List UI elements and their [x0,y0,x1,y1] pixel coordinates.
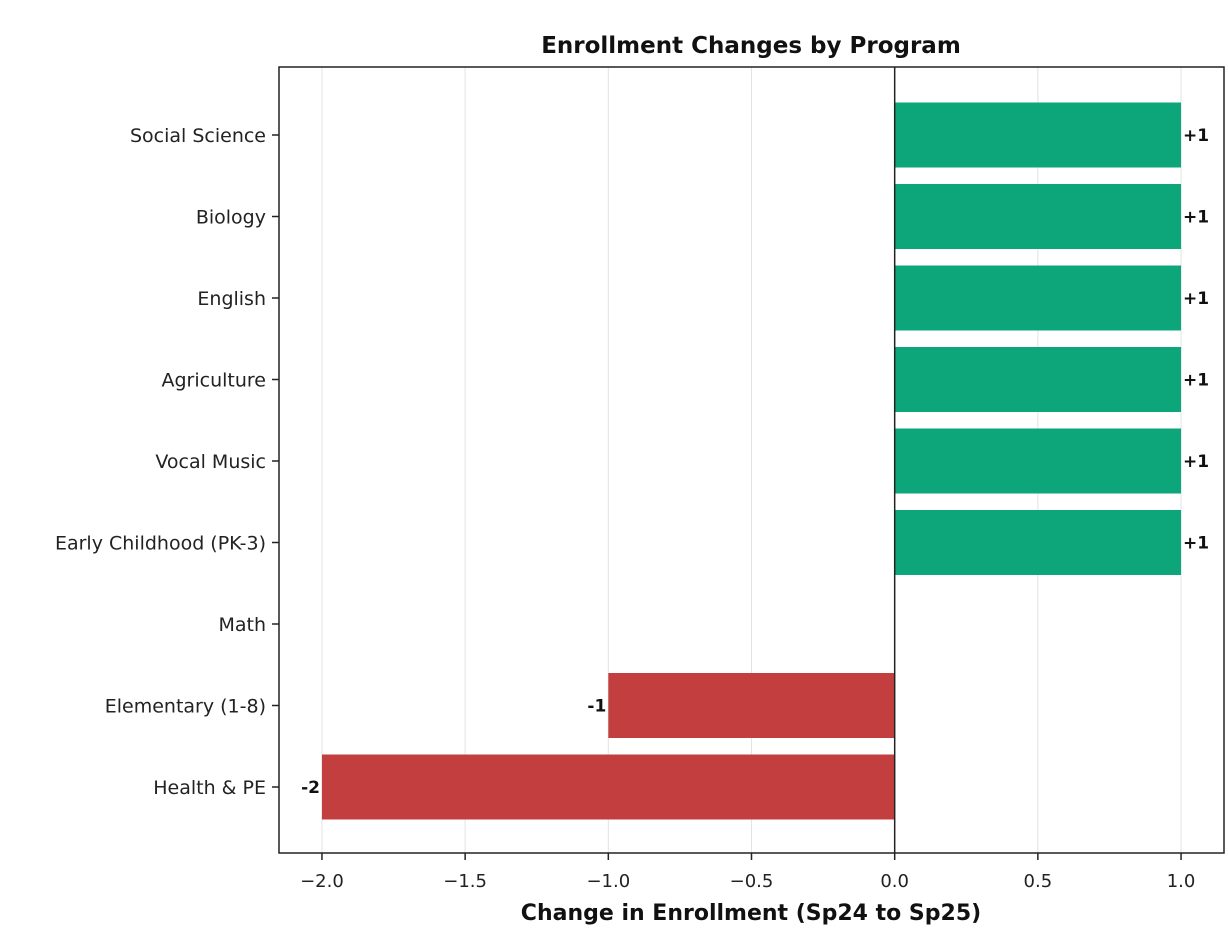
category-label: Agriculture [162,370,267,392]
x-axis: −2.0 −1.5 −1.0 −0.5 0.0 0.5 1.0 [300,853,1195,892]
category-label: Biology [196,207,266,229]
x-tick-label: 1.0 [1167,871,1196,892]
bar [894,184,1182,249]
category-label: English [197,288,266,310]
bar [894,102,1182,168]
x-tick-label: 0.0 [880,871,909,892]
category-label: Math [218,614,266,636]
chart-title: Enrollment Changes by Program [541,33,961,59]
data-label: +1 [1183,208,1209,228]
category-label: Social Science [130,125,266,147]
category-label: Health & PE [153,777,266,799]
x-tick-label: −0.5 [730,871,774,892]
x-tick-label: 0.5 [1024,871,1053,892]
data-label: -1 [587,697,606,717]
data-label: +1 [1183,289,1209,309]
x-axis-label: Change in Enrollment (Sp24 to Sp25) [521,901,981,926]
category-label: Vocal Music [155,451,266,473]
x-tick-label: −1.5 [443,871,487,892]
bar [894,510,1182,575]
bar [894,265,1182,331]
data-label: +1 [1183,452,1209,472]
data-label: +1 [1183,534,1209,554]
bar [894,428,1182,494]
category-label: Elementary (1-8) [105,696,266,718]
bar [894,347,1182,412]
data-label: +1 [1183,371,1209,391]
category-label: Early Childhood (PK-3) [55,533,266,555]
x-tick-label: −1.0 [586,871,630,892]
data-label: +1 [1183,126,1209,146]
bar [608,673,895,738]
data-labels: +1 +1 +1 +1 +1 +1 -1 -2 [301,126,1209,798]
bar-layer [321,102,1182,820]
bar [321,754,895,820]
data-label: -2 [301,778,320,798]
x-tick-label: −2.0 [300,871,344,892]
y-axis: Social Science Biology English Agriculture V… [55,125,279,799]
